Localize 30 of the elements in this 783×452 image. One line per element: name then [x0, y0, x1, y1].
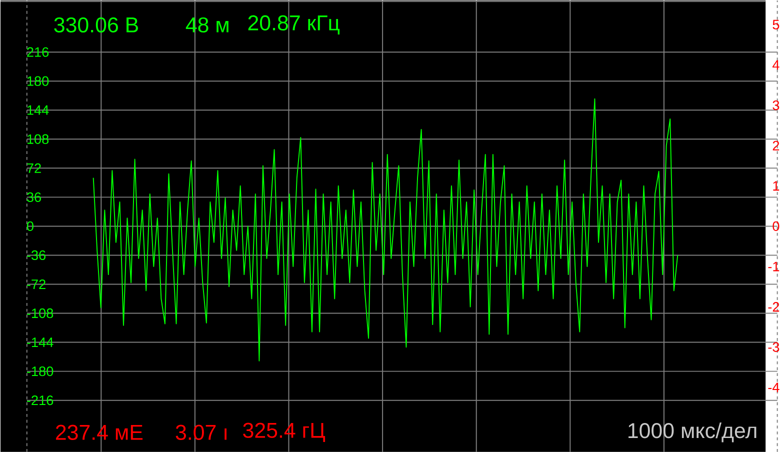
line-series — [92, 98, 678, 362]
y2-tick-label: 1 — [773, 181, 780, 190]
y2-tick-label: -3 — [768, 342, 780, 352]
y-tick-label: -108 — [27, 308, 54, 318]
y2-tick-label: 2 — [772, 140, 780, 150]
y-tick-label: -144 — [27, 337, 54, 347]
annotation: 237.4 мЕ — [56, 424, 143, 440]
annotation: 330.06 В — [54, 17, 138, 32]
y2-tick-label: 3 — [772, 100, 780, 110]
y2-tick-label: -1 — [768, 262, 780, 271]
y-tick-label: 36 — [26, 192, 41, 202]
y2-tick-label: 5 — [772, 20, 780, 30]
y-tick-label: 216 — [27, 47, 49, 57]
y2-tick-label: 4 — [772, 60, 780, 70]
annotation: 325.4 гЦ — [243, 422, 326, 442]
annotation: 48 м — [186, 17, 228, 32]
y-tick-label: -72 — [27, 279, 46, 289]
y-tick-label: 72 — [27, 163, 41, 173]
y2-tick-label: 0 — [772, 221, 780, 231]
annotation: 20.87 кГц — [248, 15, 340, 34]
y2-tick-label: -2 — [768, 302, 780, 312]
y-tick-label: 0 — [26, 221, 34, 231]
y-tick-label: 108 — [27, 134, 49, 144]
y-tick-label: -216 — [27, 395, 54, 405]
y-tick-label: -36 — [27, 250, 46, 260]
y-tick-label: 144 — [27, 105, 49, 115]
y2-tick-label: -4 — [768, 382, 780, 392]
y-tick-label: 180 — [27, 76, 49, 86]
y-tick-label: -180 — [27, 366, 54, 376]
annotation: 3.07 ı — [176, 424, 227, 440]
